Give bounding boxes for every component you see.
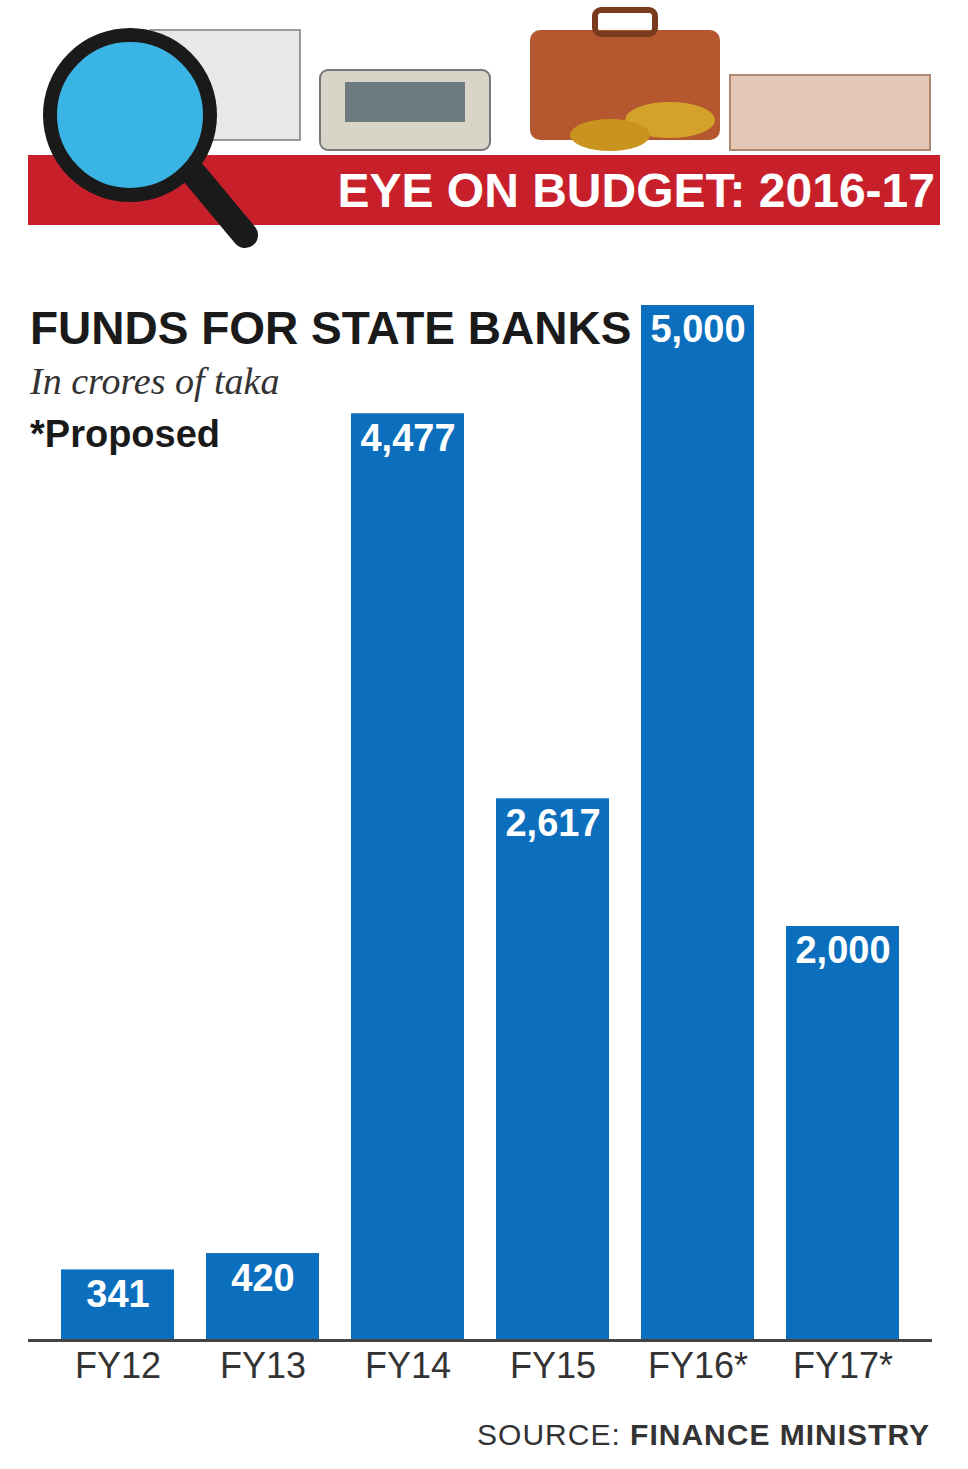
- svg-text:FY16*: FY16*: [648, 1345, 748, 1386]
- svg-text:2,000: 2,000: [795, 929, 890, 971]
- svg-text:FY14: FY14: [365, 1345, 451, 1386]
- svg-text:FY12: FY12: [75, 1345, 161, 1386]
- svg-text:4,477: 4,477: [360, 417, 455, 459]
- html-text:FUNDS FOR STATE BANKS: FUNDS FOR STATE BANKS: [30, 302, 632, 354]
- svg-text:2,617: 2,617: [505, 802, 600, 844]
- svg-text:FY13: FY13: [220, 1345, 306, 1386]
- svg-text:341: 341: [86, 1273, 149, 1315]
- html-text:*Proposed: *Proposed: [30, 413, 220, 455]
- svg-text:420: 420: [231, 1257, 294, 1299]
- svg-text:5,000: 5,000: [650, 308, 745, 350]
- html-text:SOURCE: FINANCE MINISTRY: SOURCE: FINANCE MINISTRY: [477, 1418, 930, 1451]
- svg-text:FY17*: FY17*: [793, 1345, 893, 1386]
- svg-text:FY15: FY15: [510, 1345, 596, 1386]
- html-text:In crores of taka: In crores of taka: [30, 360, 280, 402]
- html-text:EYE ON BUDGET: 2016-17: EYE ON BUDGET: 2016-17: [337, 164, 935, 217]
